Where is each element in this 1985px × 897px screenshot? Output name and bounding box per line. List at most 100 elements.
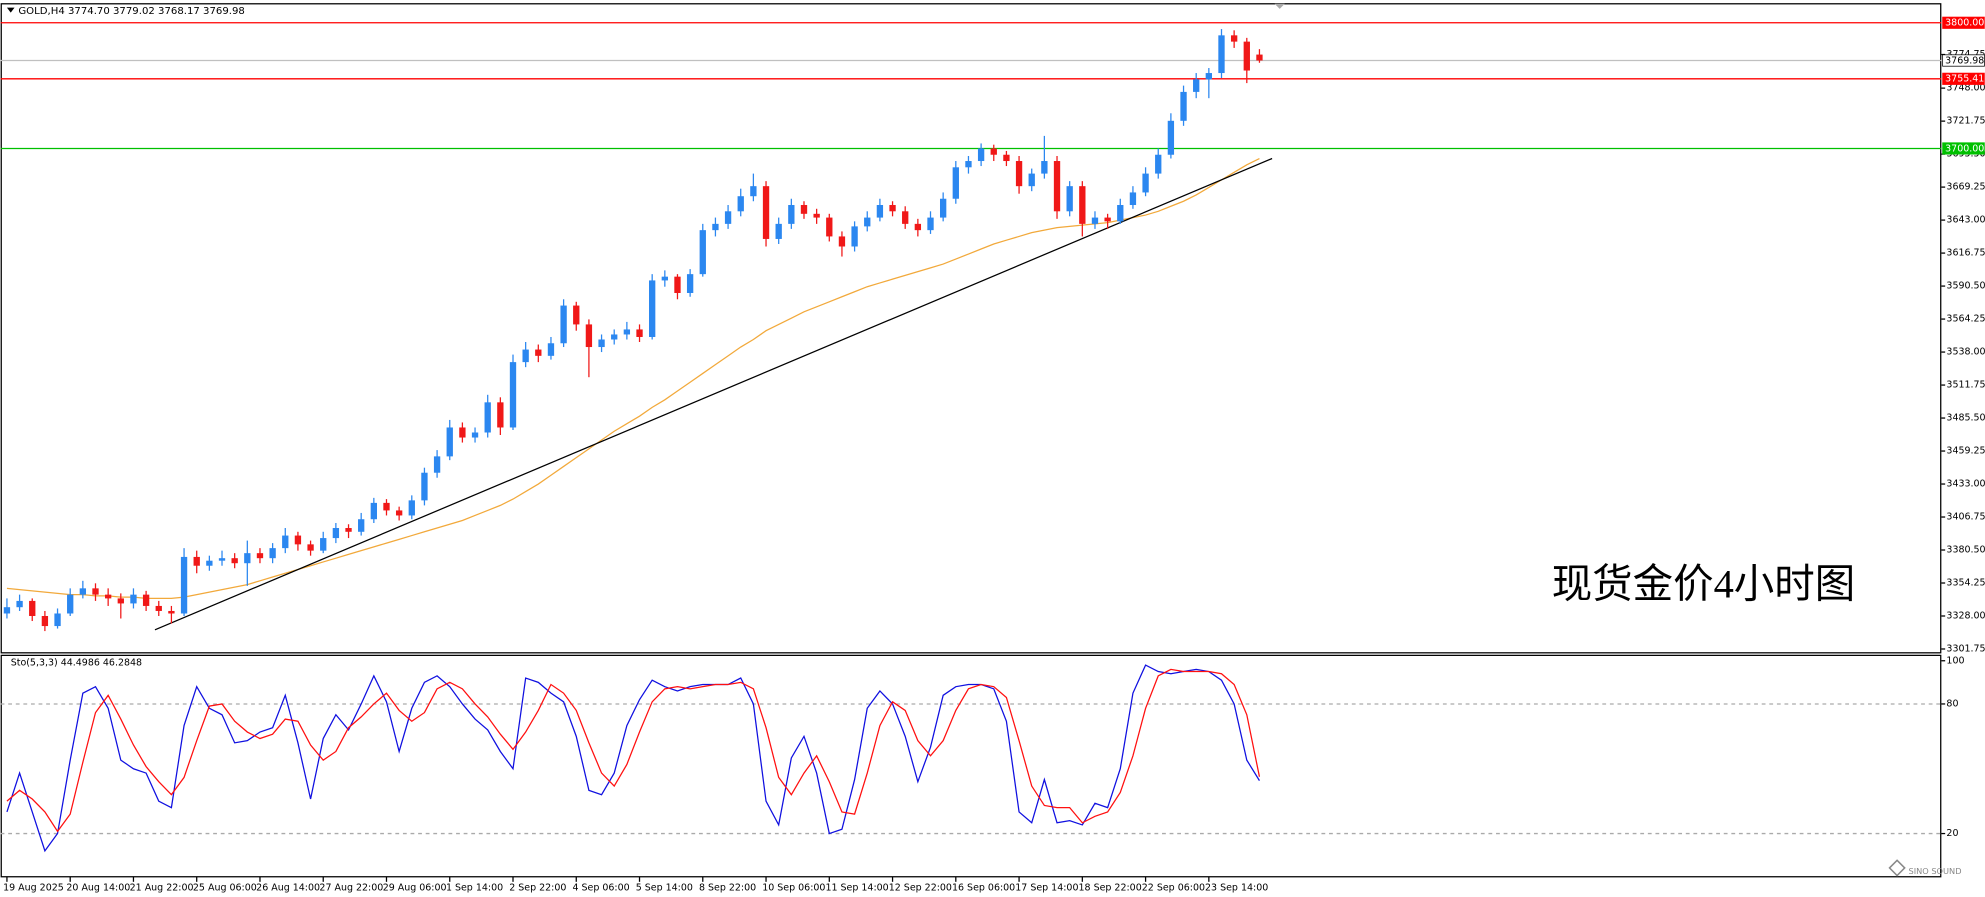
candle-body <box>459 427 466 438</box>
candle-body <box>446 427 453 457</box>
menu-triangle[interactable] <box>6 7 15 13</box>
candle-body <box>864 217 871 227</box>
candle-body <box>117 598 124 604</box>
candle-body <box>307 544 314 551</box>
candle-body <box>1142 173 1149 193</box>
candle-body <box>130 594 137 604</box>
candle-body <box>497 402 504 428</box>
candle-body <box>421 472 428 501</box>
y-tick-label: 3511.75 <box>1946 380 1985 391</box>
moving-average <box>6 157 1260 600</box>
candle-body <box>876 205 884 218</box>
y-tick-label: 100 <box>1946 655 1964 666</box>
watermark-logo <box>1888 859 1906 877</box>
candle-body <box>1155 154 1162 174</box>
candle-body <box>1230 35 1238 42</box>
candle-body <box>800 205 808 214</box>
price-level-label: 3769.98 <box>1945 55 1984 66</box>
y-tick-label: 3616.75 <box>1946 248 1985 259</box>
x-tick-label: 18 Sep 22:00 <box>1079 883 1142 894</box>
candle-body <box>889 205 896 212</box>
x-tick-label: 21 Aug 22:00 <box>130 883 194 894</box>
x-tick-label: 23 Sep 14:00 <box>1205 883 1268 894</box>
candle-body <box>41 615 49 627</box>
y-tick-label: 3590.50 <box>1946 281 1985 292</box>
candle-body <box>168 610 175 614</box>
x-tick-label: 1 Sep 14:00 <box>446 883 503 894</box>
y-tick-label: 80 <box>1946 698 1958 709</box>
candle-body <box>636 329 643 337</box>
candle-body <box>990 148 997 155</box>
candle-body <box>471 432 479 438</box>
candle-body <box>218 558 226 561</box>
price-level-box <box>1942 72 1985 85</box>
candle-body <box>712 223 719 231</box>
candle-body <box>67 594 74 614</box>
candle-body <box>345 528 352 532</box>
y-tick-label: 3301.75 <box>1946 643 1985 654</box>
candle-body <box>573 305 580 325</box>
candle-body <box>142 594 150 606</box>
oscillator-line <box>6 664 1260 853</box>
y-tick-label: 3354.25 <box>1946 578 1985 589</box>
candle-body <box>155 605 162 611</box>
candle-body <box>1180 91 1187 121</box>
candle-body <box>16 600 23 608</box>
candle-body <box>1117 205 1124 222</box>
candle-body <box>1129 192 1137 206</box>
candle-body <box>914 223 922 231</box>
candle-body <box>1053 161 1061 212</box>
x-tick-label: 4 Sep 06:00 <box>572 883 629 894</box>
candle-body <box>244 553 251 564</box>
x-tick-label: 11 Sep 14:00 <box>825 883 888 894</box>
candle-body <box>1218 35 1225 74</box>
candle-body <box>1015 161 1023 187</box>
price-level-label: 3755.41 <box>1945 74 1984 85</box>
candle-body <box>775 223 782 239</box>
candle-body <box>1193 79 1200 92</box>
x-tick-label: 10 Sep 06:00 <box>762 883 825 894</box>
oscillator-title: Sto(5,3,3) 44.4986 46.2848 <box>11 657 142 668</box>
candle-body <box>939 198 947 218</box>
candle-body <box>902 211 909 224</box>
price-level-label: 3800.00 <box>1945 18 1984 29</box>
candle-body <box>598 339 605 348</box>
candle-body <box>54 613 61 627</box>
candle-body <box>370 502 377 520</box>
x-tick-label: 26 Aug 14:00 <box>256 883 320 894</box>
candle-body <box>104 594 112 599</box>
x-tick-label: 27 Aug 22:00 <box>319 883 383 894</box>
price-level-box <box>1942 54 1985 67</box>
candle-body <box>661 276 668 281</box>
y-tick-label: 3485.50 <box>1946 413 1985 424</box>
main-pane-border <box>0 3 1942 654</box>
x-tick-label: 2 Sep 22:00 <box>509 883 566 894</box>
candle-body <box>1028 173 1035 187</box>
y-tick-label: 20 <box>1946 828 1958 839</box>
candle-body <box>1167 120 1175 155</box>
candle-body <box>927 217 934 231</box>
chart-shift-marker <box>1274 3 1285 9</box>
candle-body <box>547 343 555 356</box>
candle-body <box>737 196 744 212</box>
candle-body <box>813 213 820 218</box>
watermark: SINO SOUND <box>1908 866 1961 876</box>
candle-body <box>649 280 656 337</box>
y-tick-label: 3721.75 <box>1946 116 1985 127</box>
candle-body <box>294 535 302 545</box>
x-tick-label: 5 Sep 14:00 <box>636 883 693 894</box>
candle-body <box>193 556 200 566</box>
candle-body <box>358 519 365 532</box>
x-tick-label: 17 Sep 14:00 <box>1015 883 1078 894</box>
candle-body <box>395 510 403 516</box>
x-tick-label: 19 Aug 2025 <box>3 883 64 894</box>
x-tick-label: 8 Sep 22:00 <box>699 883 756 894</box>
y-tick-label: 3669.25 <box>1946 182 1985 193</box>
candle-body <box>560 305 567 344</box>
y-tick-label: 3643.00 <box>1946 215 1985 226</box>
candle-body <box>332 528 340 539</box>
candle-body <box>1079 186 1086 224</box>
x-tick-label: 25 Aug 06:00 <box>193 883 257 894</box>
y-tick-label: 3748.00 <box>1946 83 1985 94</box>
